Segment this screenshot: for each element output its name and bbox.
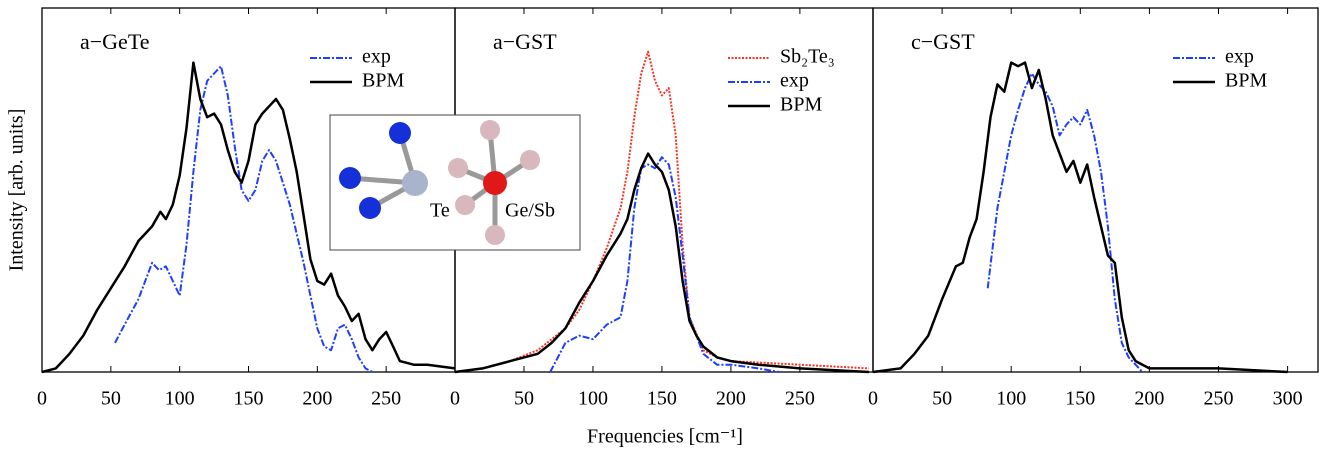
figure: Intensity [arb. units] Frequencies [cm⁻¹… <box>0 0 1325 455</box>
legend-label: BPM <box>362 70 404 92</box>
x-tick-label: 0 <box>868 388 878 410</box>
series-line <box>550 157 779 372</box>
inset-label: Ge/Sb <box>505 200 555 222</box>
legend-label: Sb₂Te₃ <box>780 46 835 68</box>
panel-title: a−GeTe <box>80 29 150 54</box>
page: Intensity [arb. units] Frequencies [cm⁻¹… <box>0 0 1325 455</box>
inset-frame <box>330 115 580 250</box>
y-axis-label: Intensity [arb. units] <box>6 109 28 272</box>
x-tick-label: 250 <box>785 388 815 410</box>
x-tick-label: 300 <box>1273 388 1303 410</box>
x-tick-label: 0 <box>450 388 460 410</box>
legend-label: BPM <box>1225 70 1267 92</box>
x-axis-label: Frequencies [cm⁻¹] <box>587 426 743 448</box>
x-tick-label: 50 <box>101 388 121 410</box>
inset-label: Te <box>430 200 450 222</box>
legend-label: exp <box>362 46 391 68</box>
panel-title: c−GST <box>911 29 975 54</box>
x-tick-label: 0 <box>37 388 47 410</box>
legend-label: exp <box>780 70 809 92</box>
inset: Te Ge/Sb <box>330 115 580 250</box>
legend-label: BPM <box>780 94 822 116</box>
legend-label: exp <box>1225 46 1254 68</box>
x-tick-label: 200 <box>716 388 746 410</box>
x-tick-label: 50 <box>932 388 952 410</box>
x-tick-label: 250 <box>371 388 401 410</box>
panel-title: a−GST <box>493 29 557 54</box>
series-line <box>873 63 1288 372</box>
x-tick-label: 50 <box>514 388 534 410</box>
x-tick-label: 100 <box>996 388 1026 410</box>
x-tick-label: 200 <box>1134 388 1164 410</box>
x-tick-label: 100 <box>578 388 608 410</box>
x-tick-label: 150 <box>1065 388 1095 410</box>
x-tick-label: 150 <box>647 388 677 410</box>
x-tick-label: 200 <box>302 388 332 410</box>
x-tick-label: 100 <box>165 388 195 410</box>
x-tick-label: 250 <box>1203 388 1233 410</box>
series-line <box>988 74 1143 373</box>
x-tick-label: 150 <box>234 388 264 410</box>
